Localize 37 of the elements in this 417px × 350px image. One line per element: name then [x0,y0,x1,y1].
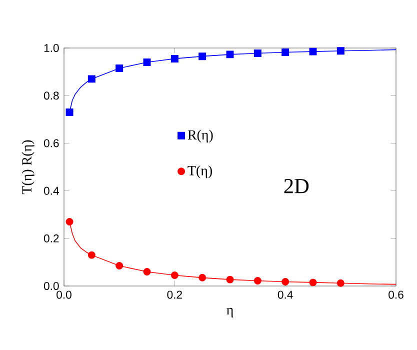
x-axis-title: η [226,308,233,318]
point [170,272,178,280]
point [116,64,124,72]
point [309,48,317,56]
point [254,50,262,57]
annotation: 2D [284,178,309,194]
legend-label: R(η) [188,130,213,142]
y-tick-label: 0.4 [44,186,59,195]
x-tick-label: 0.0 [56,290,72,299]
point [198,274,206,282]
point [170,54,178,62]
point [282,278,290,286]
point [143,58,151,66]
point [309,278,317,286]
y-axis-title: T(η) R(η) [22,140,34,194]
y-tick-label: 0.2 [44,234,59,242]
point [143,268,151,276]
point [254,277,262,285]
point [226,276,234,284]
y-tick-label: 0.8 [44,92,59,100]
y-tick-label: 0.6 [44,139,59,148]
point [116,262,124,270]
point [198,52,206,60]
point [88,75,96,83]
legend-label: T(η) [188,165,212,178]
x-tick-label: 0.6 [388,290,404,299]
x-tick-label: 0.2 [167,290,182,299]
point [336,47,344,55]
point [66,108,74,116]
point [226,50,234,58]
x-tick-label: 0.4 [278,290,293,299]
y-tick-label: 1.0 [44,44,59,52]
y-tick-label: 0.0 [44,282,59,290]
point [66,218,74,226]
point [88,251,96,259]
point [336,279,344,287]
point [282,48,290,56]
